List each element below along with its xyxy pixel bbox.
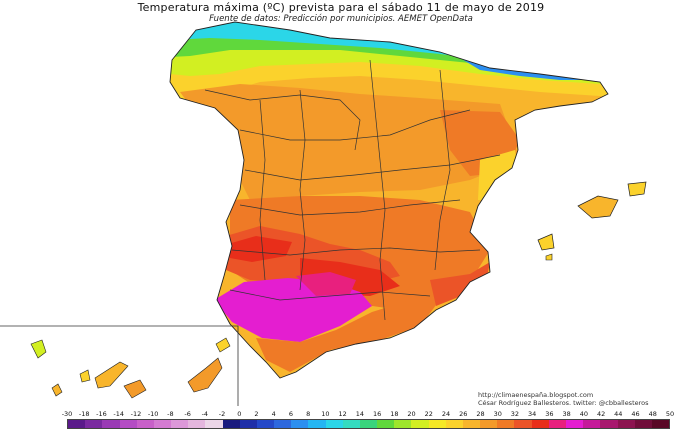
legend-swatch (256, 420, 275, 428)
legend-tick: -30 (61, 410, 73, 418)
legend-swatch (583, 420, 601, 428)
legend-tick: 4 (271, 410, 276, 418)
legend-swatch (119, 420, 137, 428)
legend-tick: 20 (407, 410, 416, 418)
legend-swatch (239, 420, 257, 428)
legend-tick: -10 (147, 410, 159, 418)
legend-swatch (102, 420, 120, 428)
legend-swatch (85, 420, 103, 428)
legend-swatch (634, 420, 652, 428)
legend-tick: 8 (306, 410, 311, 418)
legend-tick: -18 (78, 410, 90, 418)
legend-tick: -6 (184, 410, 191, 418)
map-subtitle: Fuente de datos: Predicción por municipi… (209, 14, 473, 24)
legend-swatch (171, 420, 189, 428)
legend-swatch (445, 420, 463, 428)
legend-swatch (548, 420, 566, 428)
legend-swatch (136, 420, 154, 428)
legend-swatch (342, 420, 360, 428)
legend-tick: -8 (167, 410, 174, 418)
legend-tick: -16 (96, 410, 107, 418)
legend-swatch (394, 420, 412, 428)
legend-tick: 6 (288, 410, 294, 418)
legend-swatch (377, 420, 395, 428)
legend-swatch (428, 420, 446, 428)
legend-tick: 32 (510, 410, 520, 418)
legend-tick: 50 (665, 410, 675, 418)
legend-tick: 42 (596, 410, 606, 418)
legend-tick-labels: -30 -18 -16 -14 -12 -10 -8 -6 -4 -2 0 2 4 6 8 10 12 14 16 1… (0, 410, 682, 419)
legend-swatch (565, 420, 584, 428)
legend-tick: 16 (372, 410, 382, 418)
legend-swatch (514, 420, 532, 428)
canary-islands (30, 337, 231, 399)
legend-tick: 30 (493, 410, 502, 418)
legend-swatch (205, 420, 223, 428)
legend-swatch (531, 420, 549, 428)
legend-tick: 12 (338, 410, 347, 418)
legend-swatch (291, 420, 309, 428)
legend-tick: 0 (237, 410, 242, 418)
legend-swatch (68, 420, 86, 428)
legend-swatch (188, 420, 206, 428)
canary-inset-frame (0, 325, 239, 406)
legend-tick: 22 (424, 410, 433, 418)
legend-swatch (411, 420, 429, 428)
legend-tick: 18 (390, 410, 399, 418)
legend-tick: 14 (355, 410, 365, 418)
legend-tick: 46 (631, 410, 640, 418)
legend-tick: 34 (528, 410, 537, 418)
legend-tick: -14 (113, 410, 124, 418)
temperature-legend (67, 419, 670, 429)
balearic-islands (537, 181, 647, 261)
legend-swatch (325, 420, 343, 428)
spain-outline (169, 21, 609, 379)
legend-tick: 40 (579, 410, 588, 418)
legend-tick: 38 (562, 410, 571, 418)
legend-swatch (222, 420, 240, 428)
legend-swatch (651, 420, 670, 428)
legend-swatch (308, 420, 326, 428)
legend-tick: 44 (614, 410, 623, 418)
legend-tick: 24 (441, 410, 451, 418)
legend-tick: -2 (218, 410, 226, 418)
legend-tick: -4 (201, 410, 209, 418)
credit-author: César Rodríguez Ballesteros. twitter: @c… (478, 399, 649, 407)
legend-swatch (497, 420, 515, 428)
legend-tick: 36 (545, 410, 554, 418)
legend-swatch (153, 420, 172, 428)
legend-tick: -12 (130, 410, 142, 418)
legend-tick: 10 (321, 410, 330, 418)
legend-swatch (274, 420, 292, 428)
legend-tick: 48 (648, 410, 657, 418)
map-title: Temperatura máxima (ºC) prevista para el… (137, 1, 545, 14)
legend-swatch (480, 420, 498, 428)
legend-swatch (462, 420, 481, 428)
legend-tick: 2 (254, 410, 259, 418)
legend-tick: 28 (476, 410, 485, 418)
legend-swatch (600, 420, 618, 428)
legend-swatch (359, 420, 378, 428)
credit-url: http://climaenespaña.blogspot.com (478, 391, 594, 399)
province-borders (204, 59, 501, 321)
legend-tick: 26 (459, 410, 468, 418)
legend-swatch (617, 420, 635, 428)
